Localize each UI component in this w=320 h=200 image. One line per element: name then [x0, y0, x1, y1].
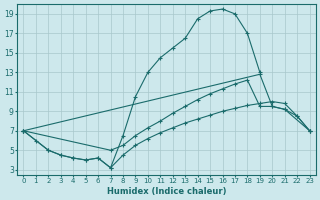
X-axis label: Humidex (Indice chaleur): Humidex (Indice chaleur): [107, 187, 226, 196]
